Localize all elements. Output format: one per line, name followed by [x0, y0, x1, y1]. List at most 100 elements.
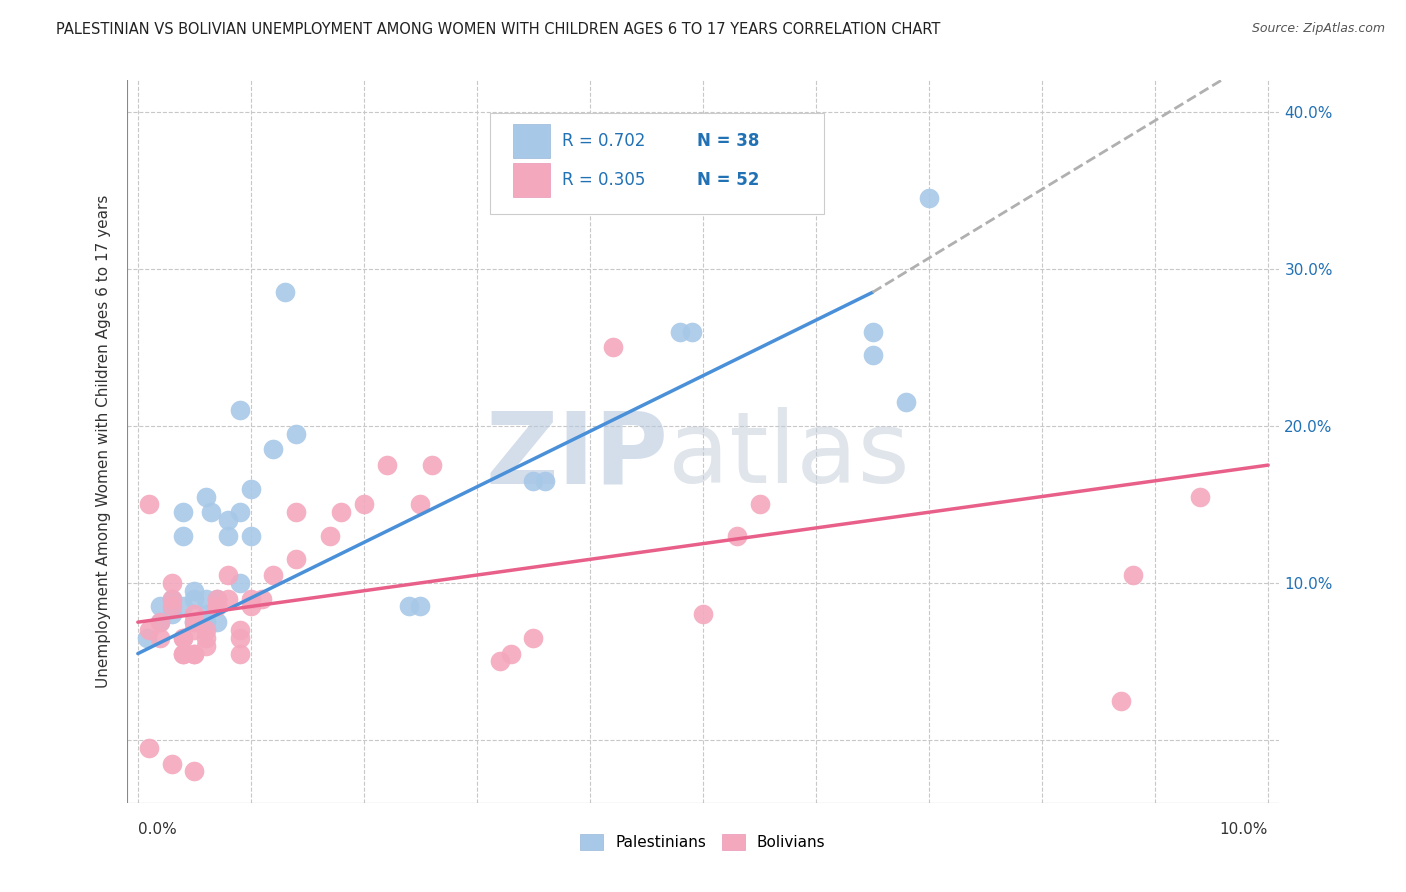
Point — [172, 647, 194, 661]
Point — [681, 325, 703, 339]
Point — [1189, 490, 1212, 504]
Point — [285, 552, 308, 566]
Text: atlas: atlas — [668, 408, 910, 505]
Point — [228, 623, 250, 637]
Point — [194, 615, 217, 630]
Point — [499, 647, 522, 661]
Point — [409, 497, 432, 511]
Text: PALESTINIAN VS BOLIVIAN UNEMPLOYMENT AMONG WOMEN WITH CHILDREN AGES 6 TO 17 YEAR: PALESTINIAN VS BOLIVIAN UNEMPLOYMENT AMO… — [56, 22, 941, 37]
Point — [172, 529, 194, 543]
Point — [217, 529, 239, 543]
Point — [172, 599, 194, 614]
Point — [160, 591, 183, 606]
Point — [522, 631, 544, 645]
Point — [285, 426, 308, 441]
Text: R = 0.702: R = 0.702 — [562, 132, 645, 150]
Text: 10.0%: 10.0% — [1220, 822, 1268, 837]
Point — [862, 348, 884, 362]
Point — [135, 631, 157, 645]
Point — [1121, 568, 1143, 582]
Point — [239, 599, 262, 614]
Point — [160, 575, 183, 590]
Point — [183, 647, 205, 661]
Y-axis label: Unemployment Among Women with Children Ages 6 to 17 years: Unemployment Among Women with Children A… — [96, 194, 111, 689]
Point — [205, 599, 228, 614]
Point — [160, 599, 183, 614]
Point — [205, 591, 228, 606]
Point — [669, 325, 692, 339]
Point — [228, 403, 250, 417]
Point — [409, 599, 432, 614]
Point — [160, 591, 183, 606]
Text: Source: ZipAtlas.com: Source: ZipAtlas.com — [1251, 22, 1385, 36]
Point — [239, 482, 262, 496]
Point — [250, 591, 273, 606]
Text: N = 38: N = 38 — [697, 132, 759, 150]
Point — [330, 505, 353, 519]
Point — [205, 615, 228, 630]
Point — [160, 607, 183, 622]
Point — [319, 529, 342, 543]
Point — [149, 599, 172, 614]
Point — [239, 529, 262, 543]
Point — [138, 740, 160, 755]
Point — [228, 505, 250, 519]
Point — [138, 623, 160, 637]
Point — [398, 599, 420, 614]
Point — [239, 591, 262, 606]
Point — [285, 505, 308, 519]
Point — [725, 529, 748, 543]
Point — [228, 575, 250, 590]
Point — [194, 639, 217, 653]
Point — [533, 474, 555, 488]
Point — [522, 474, 544, 488]
Point — [194, 623, 217, 637]
Point — [217, 513, 239, 527]
Point — [1109, 694, 1132, 708]
Point — [692, 607, 714, 622]
Point — [194, 607, 217, 622]
Point — [172, 631, 194, 645]
Point — [149, 615, 172, 630]
Point — [149, 615, 172, 630]
Point — [172, 505, 194, 519]
Point — [353, 497, 375, 511]
Point — [420, 458, 443, 472]
Point — [183, 615, 205, 630]
Point — [205, 591, 228, 606]
Text: N = 52: N = 52 — [697, 171, 759, 189]
Point — [172, 631, 194, 645]
Legend: Palestinians, Bolivians: Palestinians, Bolivians — [575, 829, 831, 856]
Point — [748, 497, 770, 511]
Point — [918, 191, 941, 205]
FancyBboxPatch shape — [513, 124, 550, 158]
Point — [183, 591, 205, 606]
Point — [263, 442, 285, 457]
Text: ZIP: ZIP — [485, 408, 668, 505]
Text: 0.0%: 0.0% — [138, 822, 177, 837]
Point — [183, 615, 205, 630]
Point — [183, 583, 205, 598]
Point — [274, 285, 297, 300]
Point — [862, 325, 884, 339]
Point — [194, 631, 217, 645]
Point — [205, 599, 228, 614]
Point — [172, 647, 194, 661]
Point — [194, 490, 217, 504]
Point — [183, 623, 205, 637]
Point — [228, 631, 250, 645]
Point — [228, 647, 250, 661]
Point — [896, 395, 918, 409]
Point — [602, 340, 624, 354]
Point — [263, 568, 285, 582]
Point — [217, 568, 239, 582]
Point — [200, 505, 222, 519]
Point — [160, 756, 183, 771]
Point — [138, 497, 160, 511]
FancyBboxPatch shape — [489, 112, 824, 214]
Point — [183, 764, 205, 779]
Text: R = 0.305: R = 0.305 — [562, 171, 645, 189]
FancyBboxPatch shape — [513, 162, 550, 197]
Point — [375, 458, 398, 472]
Point — [488, 655, 510, 669]
